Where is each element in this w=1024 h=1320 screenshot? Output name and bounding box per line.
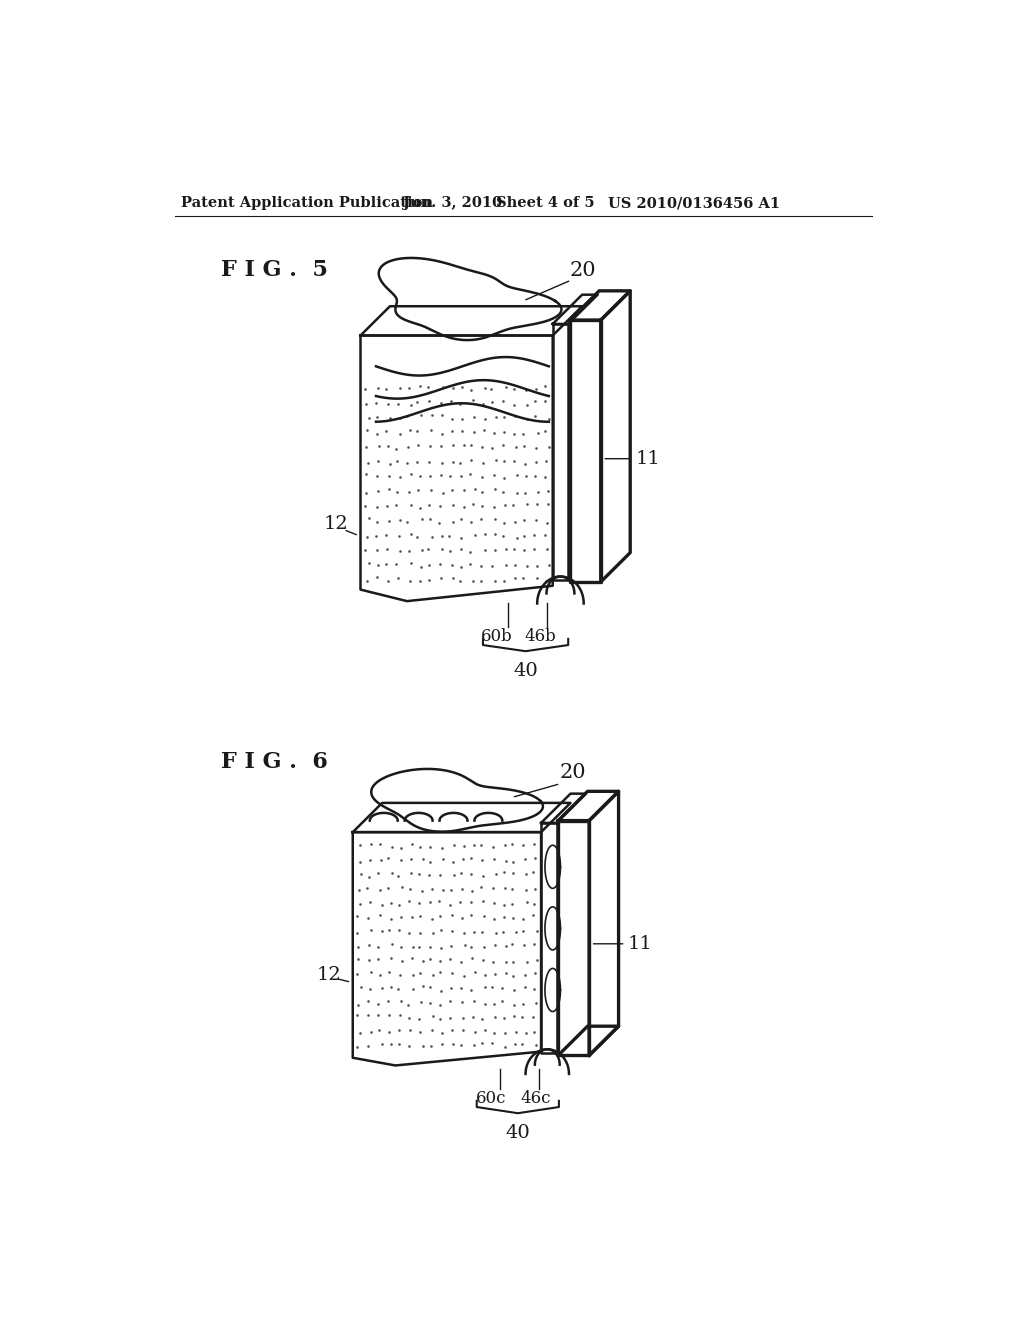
Text: F I G .  5: F I G . 5	[221, 259, 328, 281]
Text: Jun. 3, 2010: Jun. 3, 2010	[403, 197, 502, 210]
Text: 46c: 46c	[520, 1090, 551, 1107]
Text: 12: 12	[317, 966, 342, 983]
Text: Sheet 4 of 5: Sheet 4 of 5	[496, 197, 595, 210]
Text: 11: 11	[628, 935, 652, 953]
Text: 11: 11	[636, 450, 660, 467]
Text: 60c: 60c	[475, 1090, 506, 1107]
Text: Patent Application Publication: Patent Application Publication	[180, 197, 433, 210]
Text: US 2010/0136456 A1: US 2010/0136456 A1	[608, 197, 780, 210]
Text: 20: 20	[569, 260, 596, 280]
Text: 60b: 60b	[481, 628, 513, 645]
Text: 40: 40	[513, 663, 538, 680]
Text: 12: 12	[324, 515, 348, 533]
Text: 20: 20	[560, 763, 587, 783]
Text: 40: 40	[506, 1125, 530, 1142]
Text: 46b: 46b	[524, 628, 556, 645]
Text: F I G .  6: F I G . 6	[221, 751, 328, 774]
